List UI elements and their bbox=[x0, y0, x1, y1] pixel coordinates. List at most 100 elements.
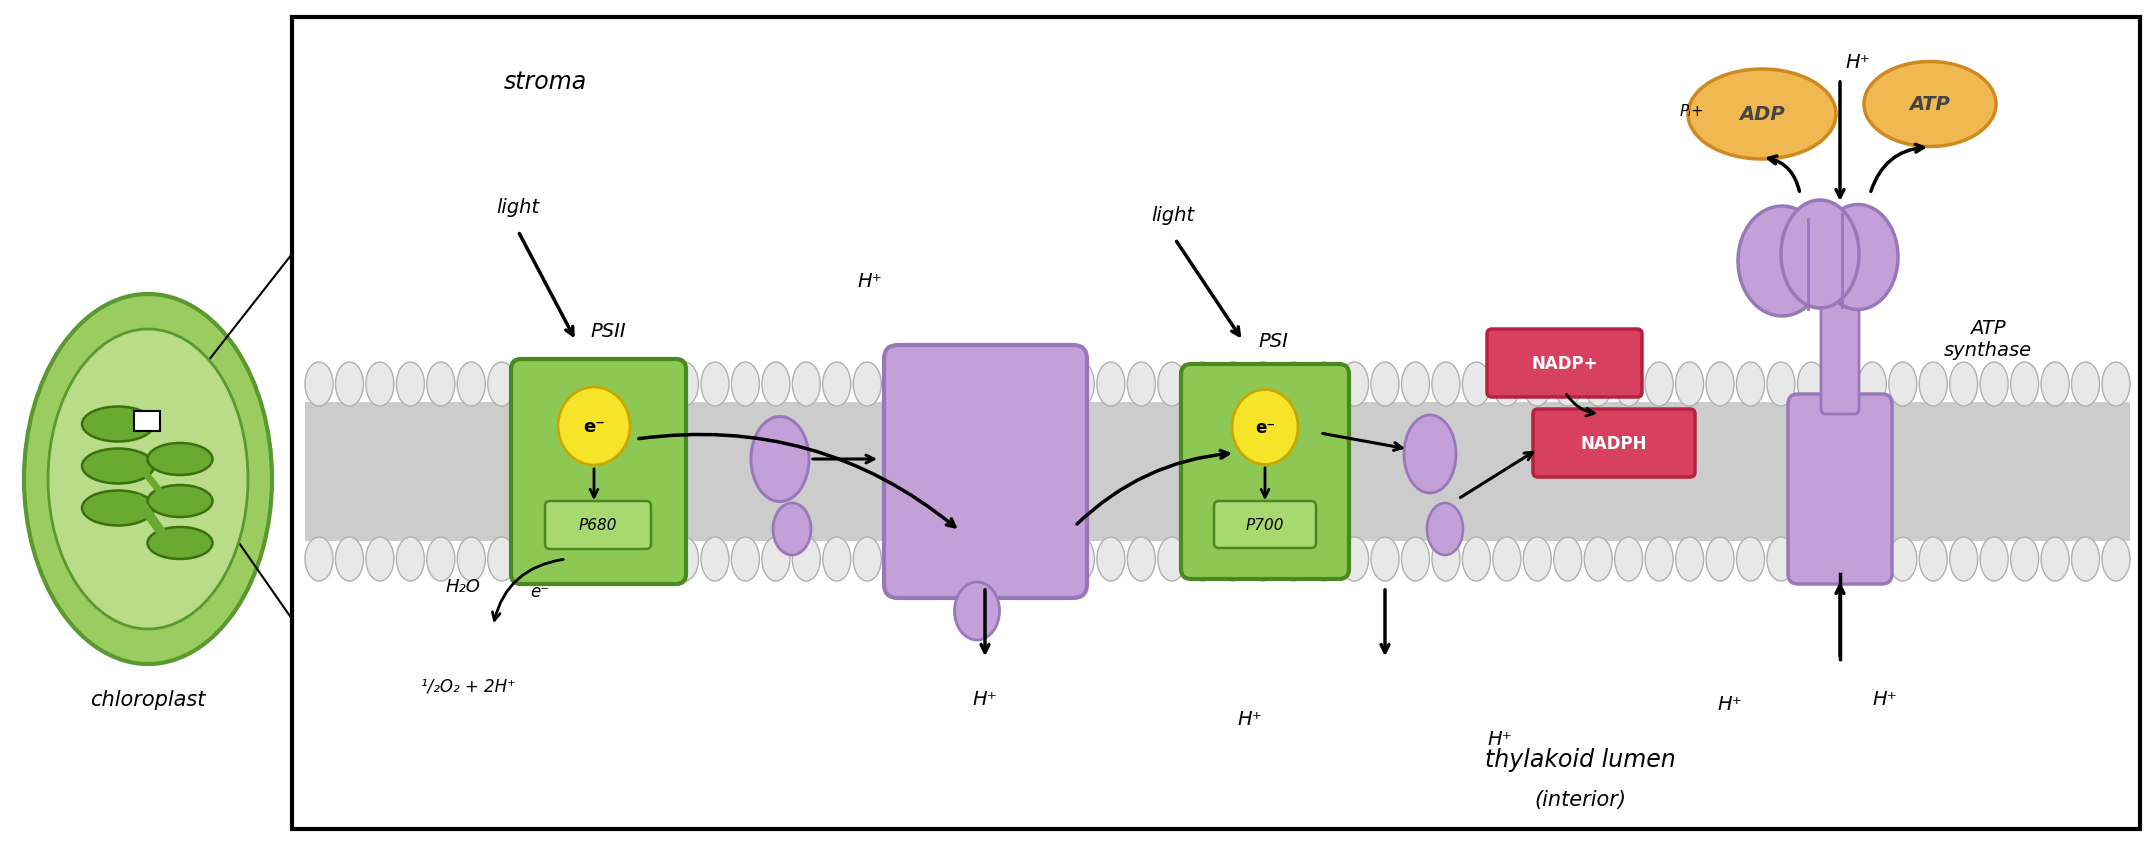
Ellipse shape bbox=[487, 537, 515, 581]
Ellipse shape bbox=[1248, 537, 1276, 581]
Ellipse shape bbox=[1401, 362, 1429, 406]
Ellipse shape bbox=[1736, 362, 1764, 406]
Text: P700: P700 bbox=[1246, 518, 1285, 533]
Ellipse shape bbox=[1371, 537, 1399, 581]
Text: H⁺: H⁺ bbox=[1488, 729, 1514, 748]
Text: H⁺: H⁺ bbox=[1718, 695, 1742, 714]
Ellipse shape bbox=[1949, 537, 1977, 581]
Ellipse shape bbox=[731, 362, 759, 406]
Ellipse shape bbox=[1818, 205, 1897, 310]
Ellipse shape bbox=[147, 443, 213, 475]
Text: e⁻: e⁻ bbox=[1255, 418, 1274, 437]
Ellipse shape bbox=[671, 362, 699, 406]
Ellipse shape bbox=[1919, 537, 1947, 581]
Ellipse shape bbox=[1218, 537, 1246, 581]
Text: P680: P680 bbox=[578, 518, 617, 533]
Ellipse shape bbox=[1781, 201, 1858, 308]
Text: stroma: stroma bbox=[502, 70, 586, 94]
Ellipse shape bbox=[1067, 362, 1095, 406]
Ellipse shape bbox=[1128, 537, 1156, 581]
Ellipse shape bbox=[1798, 537, 1826, 581]
Text: PSII: PSII bbox=[591, 322, 625, 341]
Ellipse shape bbox=[610, 537, 638, 581]
Ellipse shape bbox=[1979, 537, 2007, 581]
Ellipse shape bbox=[367, 537, 395, 581]
Ellipse shape bbox=[791, 362, 819, 406]
Ellipse shape bbox=[1585, 537, 1613, 581]
Ellipse shape bbox=[304, 537, 332, 581]
Text: H⁺: H⁺ bbox=[858, 272, 882, 291]
Ellipse shape bbox=[580, 537, 608, 581]
Text: ¹/₂O₂ + 2H⁺: ¹/₂O₂ + 2H⁺ bbox=[420, 678, 515, 695]
Ellipse shape bbox=[1404, 416, 1455, 493]
Ellipse shape bbox=[1688, 70, 1837, 160]
Text: PSI: PSI bbox=[1259, 332, 1287, 351]
Bar bbox=[134, 412, 160, 431]
Text: ATP
synthase: ATP synthase bbox=[1945, 319, 2033, 360]
Ellipse shape bbox=[1705, 362, 1733, 406]
Text: H₂O: H₂O bbox=[446, 578, 481, 595]
Ellipse shape bbox=[1432, 537, 1460, 581]
Ellipse shape bbox=[750, 417, 808, 502]
Ellipse shape bbox=[548, 537, 576, 581]
Ellipse shape bbox=[1615, 362, 1643, 406]
Ellipse shape bbox=[701, 362, 729, 406]
Ellipse shape bbox=[548, 362, 576, 406]
Ellipse shape bbox=[884, 537, 912, 581]
Ellipse shape bbox=[147, 486, 213, 517]
Text: (interior): (interior) bbox=[1535, 789, 1626, 809]
Ellipse shape bbox=[1037, 537, 1063, 581]
FancyBboxPatch shape bbox=[1488, 330, 1643, 398]
Ellipse shape bbox=[1858, 537, 1886, 581]
Text: thylakoid lumen: thylakoid lumen bbox=[1485, 747, 1675, 771]
Ellipse shape bbox=[1341, 537, 1369, 581]
Bar bbox=[291, 18, 2141, 829]
Ellipse shape bbox=[1675, 362, 1703, 406]
Text: ADP: ADP bbox=[1740, 105, 1785, 124]
Ellipse shape bbox=[82, 449, 153, 484]
Ellipse shape bbox=[1889, 537, 1917, 581]
Ellipse shape bbox=[1188, 362, 1216, 406]
Text: e⁻: e⁻ bbox=[582, 418, 606, 436]
Ellipse shape bbox=[1067, 537, 1095, 581]
Ellipse shape bbox=[1037, 362, 1063, 406]
Ellipse shape bbox=[1645, 537, 1673, 581]
Ellipse shape bbox=[1492, 537, 1520, 581]
Ellipse shape bbox=[1158, 362, 1186, 406]
Ellipse shape bbox=[1858, 362, 1886, 406]
Ellipse shape bbox=[944, 537, 972, 581]
Ellipse shape bbox=[1281, 537, 1309, 581]
Ellipse shape bbox=[517, 362, 545, 406]
Ellipse shape bbox=[24, 294, 272, 664]
FancyBboxPatch shape bbox=[511, 360, 686, 585]
Ellipse shape bbox=[640, 537, 668, 581]
Ellipse shape bbox=[2102, 537, 2130, 581]
Ellipse shape bbox=[2072, 537, 2100, 581]
Ellipse shape bbox=[82, 491, 153, 526]
FancyBboxPatch shape bbox=[1822, 289, 1858, 414]
Text: H⁺: H⁺ bbox=[1238, 709, 1263, 728]
Text: H⁺: H⁺ bbox=[1846, 53, 1871, 71]
Text: e⁻: e⁻ bbox=[530, 582, 550, 600]
Ellipse shape bbox=[1188, 537, 1216, 581]
Ellipse shape bbox=[914, 537, 942, 581]
Ellipse shape bbox=[1462, 362, 1490, 406]
Ellipse shape bbox=[1281, 362, 1309, 406]
Ellipse shape bbox=[2042, 362, 2070, 406]
Ellipse shape bbox=[1371, 362, 1399, 406]
Text: light: light bbox=[1151, 207, 1194, 226]
Ellipse shape bbox=[1432, 362, 1460, 406]
Ellipse shape bbox=[975, 362, 1003, 406]
Ellipse shape bbox=[1554, 362, 1583, 406]
Ellipse shape bbox=[944, 362, 972, 406]
Ellipse shape bbox=[1005, 362, 1033, 406]
Ellipse shape bbox=[1828, 537, 1856, 581]
Bar bbox=[304, 403, 2130, 542]
Ellipse shape bbox=[1585, 362, 1613, 406]
FancyBboxPatch shape bbox=[1787, 394, 1893, 585]
Ellipse shape bbox=[1738, 207, 1826, 317]
Ellipse shape bbox=[304, 362, 332, 406]
Ellipse shape bbox=[1492, 362, 1520, 406]
Ellipse shape bbox=[1768, 537, 1796, 581]
Ellipse shape bbox=[2042, 537, 2070, 581]
